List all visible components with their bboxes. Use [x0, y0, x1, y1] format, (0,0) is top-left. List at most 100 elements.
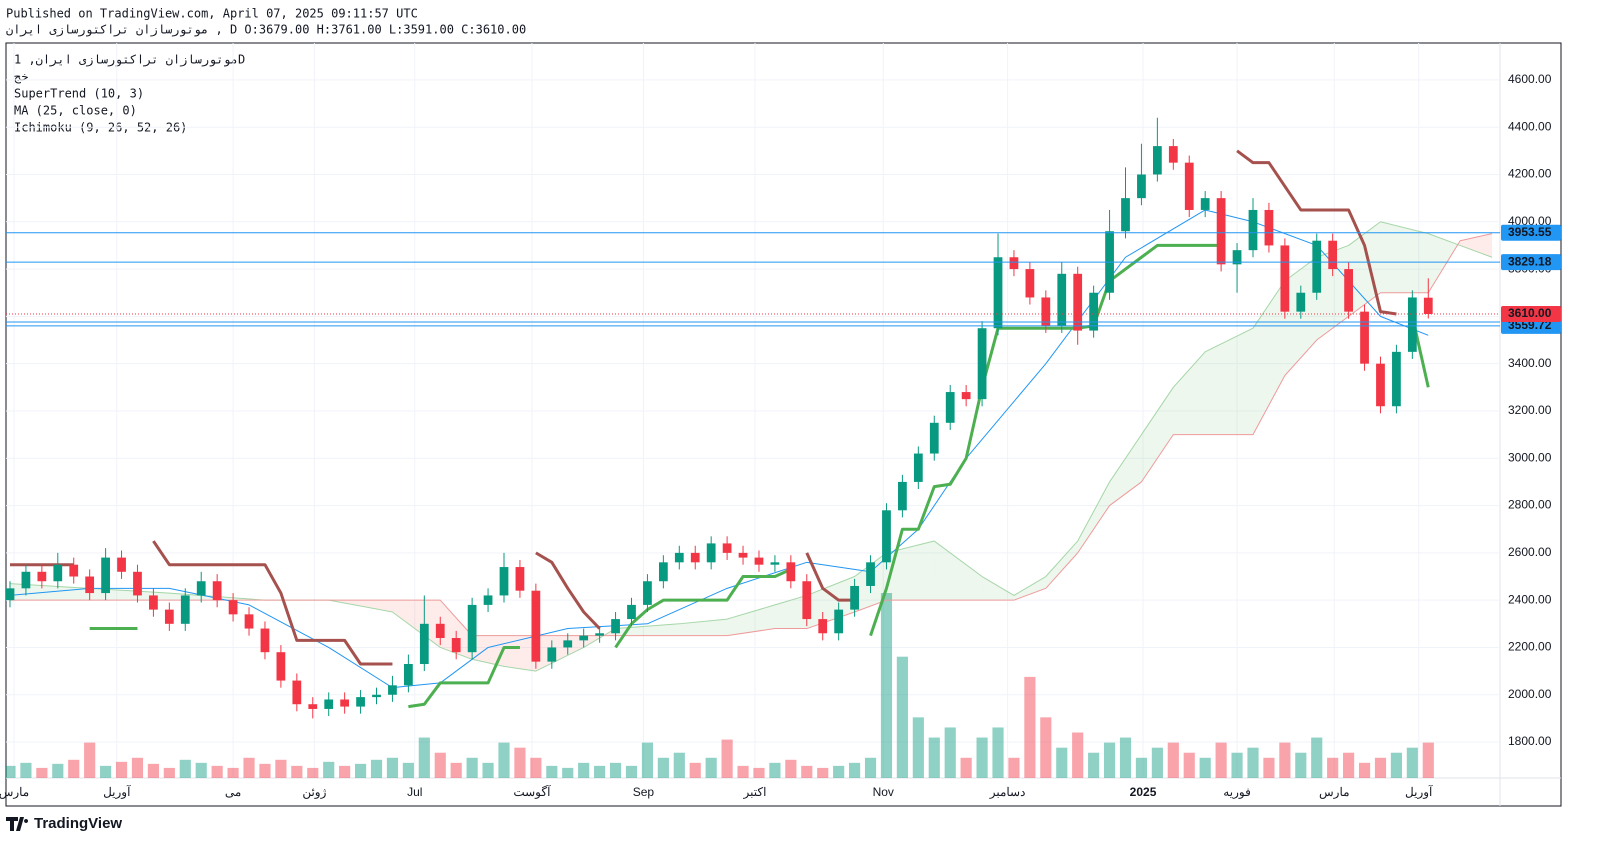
volume-bar [1422, 742, 1434, 778]
candle-body [340, 699, 350, 707]
candle-body [388, 685, 397, 695]
candle-body [164, 609, 174, 624]
volume-bar [912, 717, 924, 778]
candle-body [690, 552, 700, 563]
cloud-fill [1316, 245, 1349, 341]
cloud-fill [774, 595, 807, 629]
volume-bar [1247, 747, 1259, 778]
volume-bar [36, 767, 48, 778]
volume-bar [1151, 747, 1163, 778]
candle-body [1184, 162, 1194, 210]
candle-body [308, 704, 318, 709]
volume-bar [546, 765, 558, 778]
volume-bar [354, 763, 367, 778]
volume-bar [323, 761, 335, 778]
candle-body [1232, 250, 1242, 265]
candle-body [1264, 209, 1274, 246]
candle-body [1360, 311, 1369, 364]
volume-bar [386, 757, 399, 778]
price-label-box [1501, 224, 1561, 241]
volume-bar [291, 765, 303, 778]
brand: TradingView [34, 815, 122, 832]
candle-body [1152, 146, 1162, 175]
candle-body [611, 619, 620, 634]
candle-body [1280, 245, 1290, 312]
volume-bar [864, 757, 877, 778]
volume-bar [1374, 757, 1387, 778]
volume-bar [1343, 752, 1355, 778]
cloud-fill [1428, 233, 1461, 293]
cloud-fill [1141, 387, 1174, 482]
brand-logo [6, 817, 29, 831]
plot [6, 43, 1500, 778]
candle-body [515, 567, 525, 591]
candle-body [977, 328, 987, 400]
volume-bar [243, 757, 255, 778]
candle-body [898, 481, 907, 511]
volume-bar [147, 763, 159, 778]
volume-bar [1072, 732, 1084, 778]
candle-body [595, 633, 604, 636]
volume-bar [1390, 752, 1402, 778]
price-label-box [1501, 306, 1561, 323]
header-line: موتورسازان تراکتورسازی ایران , D O:3679.… [6, 23, 526, 38]
x-tick-label: مارس [0, 785, 29, 799]
volume-bar [1358, 762, 1371, 778]
volume-bar [1295, 752, 1307, 778]
y-tick-label: 2800.00 [1508, 498, 1552, 512]
cloud-fill [679, 619, 728, 636]
candle-body [483, 595, 493, 605]
y-tick-label: 3200.00 [1508, 403, 1552, 417]
frame [5, 42, 1562, 807]
x-tick-label: ژوئن [302, 785, 326, 799]
x-tick-label: آگوست [513, 784, 551, 799]
candle-body [882, 510, 891, 563]
candle-body [866, 562, 875, 586]
cloud-fill [1252, 280, 1285, 435]
volume-bar [466, 757, 478, 778]
candle-body [834, 609, 844, 634]
x-tick-label: Nov [873, 785, 894, 799]
candle-body [53, 564, 63, 582]
candle-body [133, 571, 142, 596]
volume-bar [594, 765, 606, 778]
candle-body [101, 557, 110, 594]
candle-body [244, 614, 254, 629]
volume-bar [211, 765, 223, 778]
candle-body [1137, 174, 1146, 199]
volume-bar [1088, 752, 1100, 778]
candle-body [722, 543, 732, 553]
candle-body [1296, 292, 1306, 312]
price-label: 3953.55 [1508, 225, 1552, 239]
candle-body [1423, 297, 1433, 315]
candle-body [1248, 209, 1258, 251]
x-tick-label: دسامبر [989, 785, 1026, 799]
volume-bar [1024, 676, 1036, 778]
cloud-fill [1013, 576, 1046, 601]
y-tick-label: 2200.00 [1508, 640, 1552, 654]
y-tick-label: 4600.00 [1508, 72, 1552, 86]
volume-bar [402, 762, 414, 778]
candle-body [1057, 273, 1067, 326]
y-tick-label: 1800.00 [1508, 734, 1552, 748]
volume-bar [84, 742, 96, 778]
volume-bar [769, 762, 781, 778]
cloud-fill [440, 600, 473, 660]
legend-line: SuperTrend (10, 3) [14, 87, 144, 101]
volume-bar [1135, 757, 1148, 778]
candle-body [818, 619, 828, 634]
candle-body [993, 257, 1003, 329]
candle-body [1041, 297, 1051, 326]
cloud-fill [934, 541, 983, 601]
legend-line: موتورسازان تراکتورسازی ایران, 1D [14, 53, 245, 68]
candle-body [770, 562, 780, 565]
x-tick-label: آوریل [1405, 784, 1433, 799]
supertrend-down [9, 149, 1397, 666]
volume-bar [370, 759, 383, 778]
volume-bar [880, 593, 893, 778]
y-tick-label: 4200.00 [1508, 167, 1552, 181]
cloud-fill [886, 541, 935, 601]
volume-bar [562, 767, 574, 778]
